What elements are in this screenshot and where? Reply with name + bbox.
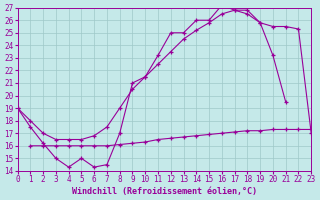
X-axis label: Windchill (Refroidissement éolien,°C): Windchill (Refroidissement éolien,°C) xyxy=(72,187,257,196)
